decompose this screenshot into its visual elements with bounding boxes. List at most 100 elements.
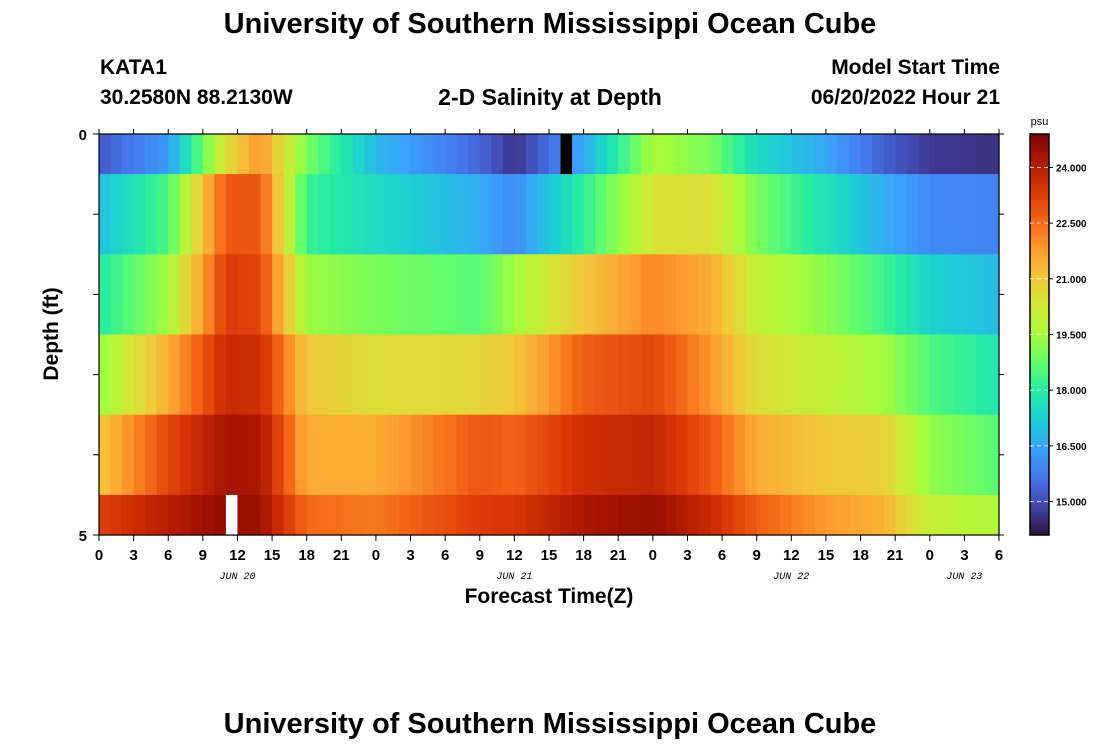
chart-subtitle: 2-D Salinity at Depth <box>438 84 662 110</box>
heatmap-cell <box>399 174 412 255</box>
heatmap-cell <box>329 134 342 175</box>
heatmap-cell <box>572 414 585 496</box>
heatmap-cell <box>364 174 377 255</box>
heatmap-cell <box>791 254 804 336</box>
heatmap-cell <box>456 174 469 255</box>
heatmap-cell <box>318 334 331 416</box>
heatmap-cell <box>814 134 827 175</box>
heatmap-cell <box>618 174 631 255</box>
x-tick-label: 21 <box>887 547 904 564</box>
heatmap-cell <box>387 254 400 336</box>
heatmap-cell <box>422 134 435 175</box>
heatmap-cell <box>629 134 642 175</box>
heatmap-cell <box>341 414 354 496</box>
heatmap-cell <box>629 254 642 336</box>
heatmap-cell <box>975 254 989 336</box>
heatmap-cell <box>952 334 965 416</box>
heatmap-cell <box>549 494 562 536</box>
heatmap-cell <box>606 334 619 416</box>
heatmap-cell <box>825 414 839 496</box>
heatmap-cell <box>422 174 435 255</box>
heatmap-cell <box>549 174 562 255</box>
heatmap-cell <box>560 414 573 496</box>
heatmap-cell <box>202 254 215 336</box>
heatmap-cell <box>929 334 942 416</box>
heatmap-cell <box>802 414 815 496</box>
heatmap-cell <box>987 414 1000 496</box>
heatmap-cell <box>433 174 446 255</box>
heatmap-cell <box>283 134 296 175</box>
heatmap-cell <box>387 494 400 536</box>
heatmap-cell <box>906 494 919 536</box>
heatmap-cell <box>710 134 723 175</box>
heatmap-cell <box>849 174 862 255</box>
heatmap-cell <box>468 414 481 496</box>
heatmap-cell <box>214 174 227 255</box>
heatmap-cell <box>272 414 285 496</box>
model-start-value: 06/20/2022 Hour 21 <box>810 86 1000 109</box>
heatmap-cell <box>249 334 262 416</box>
heatmap-cell <box>537 334 550 416</box>
heatmap-cell <box>756 334 769 416</box>
x-tick-label: 12 <box>506 547 523 564</box>
heatmap-cell <box>422 414 435 496</box>
heatmap-cell <box>687 254 700 336</box>
heatmap-cell <box>445 254 458 336</box>
heatmap-cell <box>433 254 446 336</box>
heatmap-cell <box>964 414 977 496</box>
heatmap-cell <box>629 334 642 416</box>
heatmap-cell <box>491 254 504 336</box>
heatmap-cell <box>618 334 631 416</box>
heatmap-cell <box>595 174 608 255</box>
heatmap-cell <box>433 494 446 536</box>
heatmap-cell <box>964 134 977 175</box>
heatmap-cell <box>941 254 954 336</box>
heatmap-cell <box>629 174 642 255</box>
heatmap-cell <box>110 134 123 175</box>
heatmap-cell <box>352 414 365 496</box>
heatmap-cell <box>341 134 354 175</box>
heatmap-cell <box>883 414 896 496</box>
heatmap-cell <box>745 174 758 255</box>
heatmap-cell <box>249 174 262 255</box>
heatmap-cell <box>537 414 550 496</box>
heatmap-cell <box>445 174 458 255</box>
x-tick-label: 21 <box>333 547 350 564</box>
heatmap-cell <box>225 334 239 416</box>
heatmap-cell <box>710 174 723 255</box>
heatmap-cell <box>537 254 550 336</box>
heatmap-cell <box>860 134 873 175</box>
heatmap-cell <box>583 134 596 175</box>
heatmap-cell <box>756 174 769 255</box>
heatmap-cell <box>929 134 942 175</box>
x-tick-label: 15 <box>264 547 281 564</box>
heatmap-cell <box>410 134 423 175</box>
heatmap-cell <box>595 414 608 496</box>
heatmap-cell <box>341 174 354 255</box>
heatmap-cell <box>295 254 308 336</box>
heatmap-cell <box>814 414 827 496</box>
heatmap-cell <box>860 334 873 416</box>
heatmap-cell <box>433 134 446 175</box>
heatmap-cell <box>756 414 769 496</box>
heatmap-cell <box>306 494 319 536</box>
heatmap-cell <box>814 494 827 536</box>
heatmap-cell <box>768 494 781 536</box>
heatmap-cell <box>399 494 412 536</box>
heatmap-cell <box>664 254 677 336</box>
x-tick-label: 6 <box>995 547 1003 564</box>
heatmap-cell <box>272 334 285 416</box>
heatmap-cell <box>364 254 377 336</box>
heatmap-cell <box>618 254 631 336</box>
heatmap-cell <box>110 494 123 536</box>
heatmap-cell <box>214 414 227 496</box>
colorbar-tick-label: 21.000 <box>1056 275 1087 286</box>
heatmap-cell <box>249 254 262 336</box>
heatmap-cell <box>295 174 308 255</box>
x-axis: 0 3 6 9 12 15 18 21 0 3 6 9 12 15 18 21 0 3 6 9 12 15 18 21 0 3 6 J… <box>95 129 1003 583</box>
heatmap-cell <box>872 134 885 175</box>
heatmap-cell <box>710 334 723 416</box>
heatmap-cell <box>375 134 389 175</box>
heatmap-cell <box>849 494 862 536</box>
heatmap-cell <box>952 174 965 255</box>
